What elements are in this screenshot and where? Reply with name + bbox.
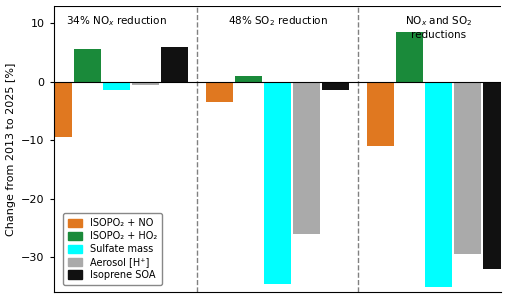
Bar	[396, 32, 423, 82]
Text: 34% NO$_x$ reduction: 34% NO$_x$ reduction	[66, 14, 167, 28]
Text: 48% SO$_2$ reduction: 48% SO$_2$ reduction	[228, 14, 328, 28]
Bar	[132, 82, 159, 85]
Bar	[425, 82, 452, 287]
Bar	[103, 82, 130, 91]
Bar	[161, 46, 188, 82]
Bar	[74, 49, 101, 82]
Bar	[45, 82, 71, 137]
Text: NO$_x$ and SO$_2$
reductions: NO$_x$ and SO$_2$ reductions	[405, 14, 473, 40]
Bar	[322, 82, 349, 91]
Bar	[293, 82, 320, 234]
Bar	[454, 82, 481, 254]
Bar	[206, 82, 233, 102]
Bar	[367, 82, 394, 146]
Bar	[264, 82, 291, 284]
Y-axis label: Change from 2013 to 2025 [%]: Change from 2013 to 2025 [%]	[6, 62, 16, 236]
Bar	[484, 82, 507, 269]
Bar	[235, 76, 262, 82]
Legend: ISOPO₂ + NO, ISOPO₂ + HO₂, Sulfate mass, Aerosol [H⁺], Isoprene SOA: ISOPO₂ + NO, ISOPO₂ + HO₂, Sulfate mass,…	[63, 213, 162, 285]
